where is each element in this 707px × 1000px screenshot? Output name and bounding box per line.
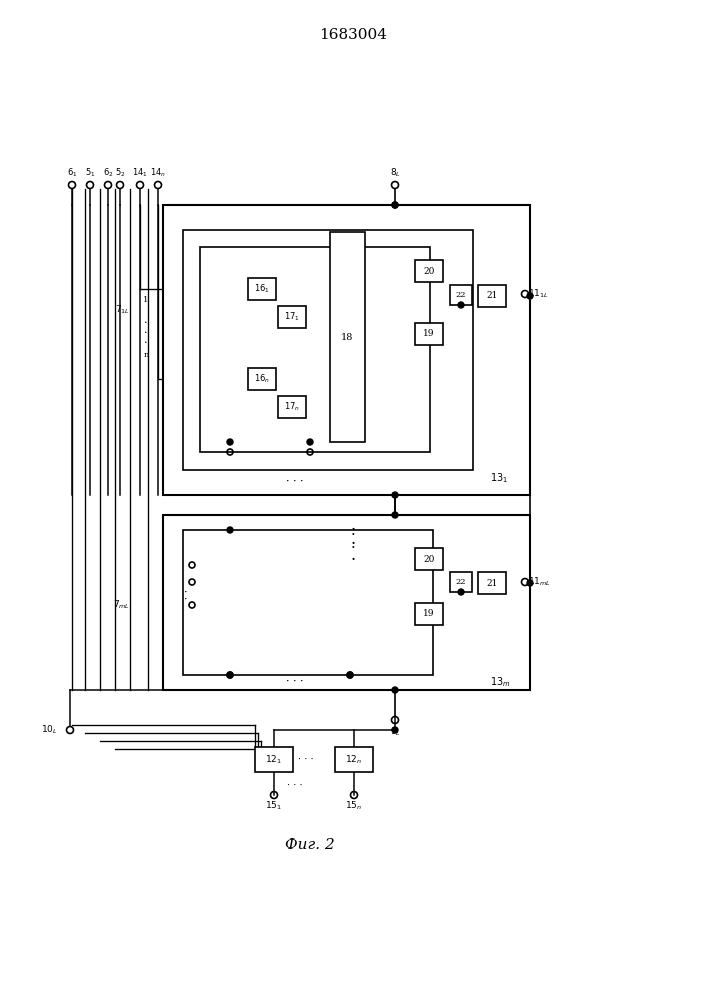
Circle shape xyxy=(392,492,398,498)
Bar xyxy=(415,548,443,570)
Circle shape xyxy=(227,527,233,533)
Text: 1683004: 1683004 xyxy=(319,28,387,42)
Circle shape xyxy=(392,202,398,208)
Circle shape xyxy=(227,672,233,678)
Text: 18: 18 xyxy=(341,332,354,342)
Text: $13_m$: $13_m$ xyxy=(490,675,510,689)
Text: 20: 20 xyxy=(423,554,435,564)
Text: $6_1$: $6_1$ xyxy=(66,167,77,179)
Text: 21: 21 xyxy=(486,578,498,587)
Text: .: . xyxy=(144,335,148,345)
Text: · · ·: · · · xyxy=(287,780,303,790)
Text: ·: · xyxy=(185,595,188,605)
Text: $12_n$: $12_n$ xyxy=(346,753,363,766)
Bar xyxy=(415,603,443,625)
Text: $7_{mL}$: $7_{mL}$ xyxy=(113,599,130,611)
Text: · · ·: · · · xyxy=(298,756,314,764)
Circle shape xyxy=(527,580,533,586)
Circle shape xyxy=(392,687,398,693)
Circle shape xyxy=(458,589,464,595)
Text: 21: 21 xyxy=(486,292,498,300)
Bar xyxy=(200,247,430,452)
Text: · · ·: · · · xyxy=(286,477,304,487)
Text: 19: 19 xyxy=(423,330,435,338)
Text: $10_L$: $10_L$ xyxy=(41,724,58,736)
Text: $6_2$: $6_2$ xyxy=(103,167,113,179)
Bar xyxy=(478,572,506,594)
Text: Фиг. 2: Фиг. 2 xyxy=(285,838,335,852)
Text: ·: · xyxy=(351,541,356,555)
Text: $15_n$: $15_n$ xyxy=(346,800,363,812)
Bar xyxy=(478,285,506,307)
Text: $7_{1L}$: $7_{1L}$ xyxy=(115,304,130,316)
Text: $12_1$: $12_1$ xyxy=(266,753,283,766)
Text: $11_{mL}$: $11_{mL}$ xyxy=(528,576,551,588)
Text: $11_{1L}$: $11_{1L}$ xyxy=(528,288,549,300)
Bar xyxy=(183,230,473,470)
Circle shape xyxy=(307,439,313,445)
Text: $16_n$: $16_n$ xyxy=(254,373,270,385)
Bar xyxy=(335,747,373,772)
Text: $14_1$: $14_1$ xyxy=(132,167,148,179)
Bar xyxy=(330,232,365,442)
Text: 20: 20 xyxy=(423,266,435,275)
Circle shape xyxy=(227,439,233,445)
Bar xyxy=(450,572,472,592)
Text: $14_n$: $14_n$ xyxy=(150,167,166,179)
Text: .: . xyxy=(144,325,148,335)
Text: $9_L$: $9_L$ xyxy=(390,726,400,738)
Circle shape xyxy=(347,672,353,678)
Text: 1: 1 xyxy=(144,296,148,304)
Text: 19: 19 xyxy=(423,609,435,618)
Circle shape xyxy=(392,727,398,733)
Text: ·: · xyxy=(351,536,356,554)
Circle shape xyxy=(458,302,464,308)
Bar xyxy=(415,323,443,345)
Text: ·: · xyxy=(185,588,188,598)
Text: n: n xyxy=(144,351,148,359)
Text: $15_1$: $15_1$ xyxy=(266,800,283,812)
Text: $13_1$: $13_1$ xyxy=(490,471,508,485)
Text: $5_1$: $5_1$ xyxy=(85,167,95,179)
Bar xyxy=(255,747,293,772)
Text: ·: · xyxy=(351,552,356,568)
Circle shape xyxy=(527,293,533,299)
Circle shape xyxy=(392,202,398,208)
Text: $17_1$: $17_1$ xyxy=(284,311,300,323)
Text: · · ·: · · · xyxy=(286,677,304,687)
Text: ·: · xyxy=(351,522,356,538)
Text: .: . xyxy=(144,315,148,325)
Bar xyxy=(278,306,306,328)
Text: 22: 22 xyxy=(456,291,466,299)
Circle shape xyxy=(392,512,398,518)
Bar xyxy=(415,260,443,282)
Bar xyxy=(248,278,276,300)
Text: $5_2$: $5_2$ xyxy=(115,167,125,179)
Text: 22: 22 xyxy=(456,578,466,586)
Bar xyxy=(183,530,433,675)
Bar xyxy=(278,396,306,418)
Text: $17_n$: $17_n$ xyxy=(284,401,300,413)
Bar xyxy=(248,368,276,390)
Text: $16_1$: $16_1$ xyxy=(254,283,270,295)
Bar xyxy=(163,205,530,495)
Bar xyxy=(450,285,472,305)
Bar xyxy=(163,515,530,690)
Text: $8_L$: $8_L$ xyxy=(390,167,400,179)
Text: ·: · xyxy=(351,528,356,542)
